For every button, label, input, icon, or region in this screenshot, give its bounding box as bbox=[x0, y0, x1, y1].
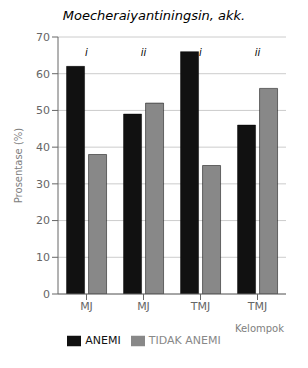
svg-text:20: 20 bbox=[36, 214, 50, 227]
svg-text:70: 70 bbox=[36, 31, 50, 44]
svg-text:i: i bbox=[199, 47, 202, 58]
svg-text:50: 50 bbox=[36, 104, 50, 117]
svg-text:MJ: MJ bbox=[137, 300, 150, 313]
html-text:Moecheraiyantiningsin, akk.: Moecheraiyantiningsin, akk. bbox=[62, 8, 246, 23]
svg-text:MJ: MJ bbox=[80, 300, 93, 313]
svg-text:TMJ: TMJ bbox=[247, 300, 267, 313]
svg-text:ii: ii bbox=[141, 47, 147, 58]
svg-text:60: 60 bbox=[36, 68, 50, 81]
svg-text:i: i bbox=[85, 47, 88, 58]
svg-text:0: 0 bbox=[43, 288, 50, 301]
html-text:TIDAK ANEMI: TIDAK ANEMI bbox=[148, 334, 221, 347]
svg-text:30: 30 bbox=[36, 178, 50, 191]
svg-text:ii: ii bbox=[255, 47, 261, 58]
svg-text:Kelompok: Kelompok bbox=[235, 323, 284, 334]
svg-text:10: 10 bbox=[36, 251, 50, 264]
svg-text:Prosentase (%): Prosentase (%) bbox=[13, 128, 24, 204]
svg-text:40: 40 bbox=[36, 141, 50, 154]
svg-text:TMJ: TMJ bbox=[190, 300, 210, 313]
html-text:ANEMI: ANEMI bbox=[85, 334, 121, 347]
